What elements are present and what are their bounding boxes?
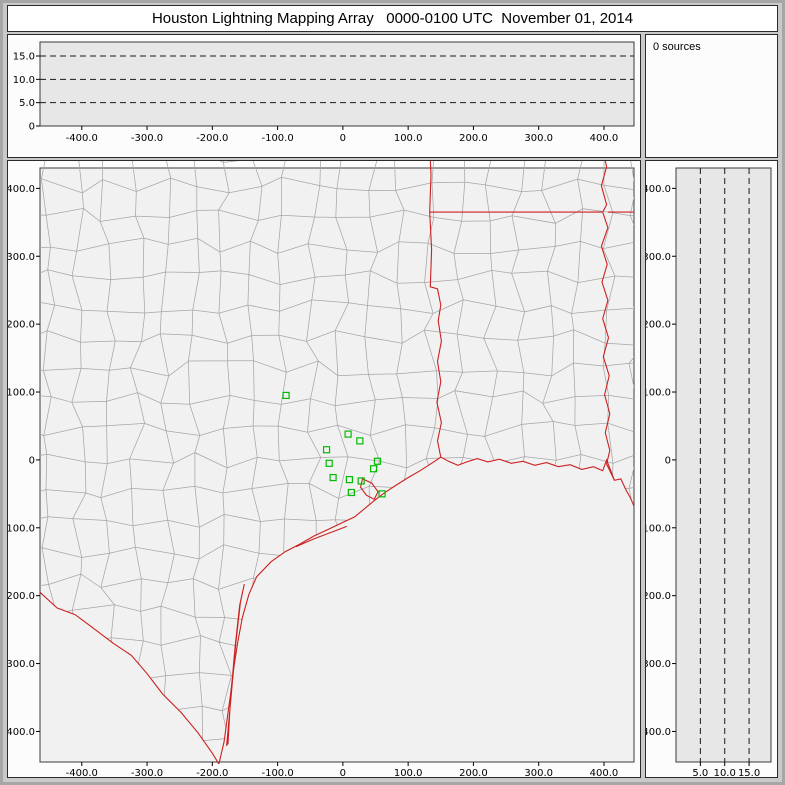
station-marker (345, 475, 354, 484)
svg-text:0: 0 (665, 455, 671, 466)
svg-text:-100.0: -100.0 (8, 523, 35, 534)
tx-la-border (429, 161, 442, 458)
matagorda-island (295, 525, 347, 548)
svg-text:-300.0: -300.0 (131, 768, 163, 777)
station-marker (282, 391, 290, 400)
svg-text:0: 0 (29, 122, 35, 133)
svg-text:-400.0: -400.0 (66, 768, 98, 777)
svg-text:-100.0: -100.0 (261, 133, 293, 144)
svg-text:-100.0: -100.0 (261, 768, 293, 777)
ew-altitude-chart[interactable]: 15.0 10.0 5.0 0 -400.0 -300.0 -200.0 -100.0 0 100… (8, 35, 640, 157)
plan-view-map[interactable]: -400.0 -300.0 -200.0 -100.0 0 100.0 200.0 300.0… (8, 161, 640, 777)
svg-text:100.0: 100.0 (394, 133, 423, 144)
svg-text:15.0: 15.0 (738, 768, 760, 777)
station-markers (282, 391, 386, 498)
station-marker (329, 473, 337, 482)
svg-text:5.0: 5.0 (692, 768, 708, 777)
svg-text:-300.0: -300.0 (131, 133, 163, 144)
ns-plot-area (675, 167, 772, 763)
coastline (218, 456, 635, 765)
station-marker (373, 457, 382, 465)
station-marker (347, 488, 355, 497)
station-marker (322, 446, 331, 454)
svg-text:300.0: 300.0 (8, 252, 35, 263)
svg-text:400.0: 400.0 (646, 184, 671, 195)
svg-text:400.0: 400.0 (590, 133, 619, 144)
ns-altitude-chart[interactable]: 5.0 10.015.0 400.0 300.0 200.0 100.0 0 -100.0 -2… (646, 161, 777, 777)
ew-altitude-panel: 15.0 10.0 5.0 0 -400.0 -300.0 -200.0 -100.0 0 100… (7, 34, 641, 158)
svg-text:200.0: 200.0 (459, 768, 488, 777)
svg-text:5.0: 5.0 (19, 98, 35, 109)
svg-text:300.0: 300.0 (646, 252, 671, 263)
station-marker (344, 430, 352, 438)
svg-text:10.0: 10.0 (13, 75, 35, 86)
svg-text:200.0: 200.0 (8, 320, 35, 331)
sources-count-panel: 0 sources (645, 34, 778, 158)
svg-text:-300.0: -300.0 (646, 659, 671, 670)
plan-view-panel: -400.0 -300.0 -200.0 -100.0 0 100.0 200.0 300.0… (7, 160, 641, 778)
svg-text:15.0: 15.0 (13, 52, 35, 63)
svg-text:-400.0: -400.0 (646, 727, 671, 738)
svg-text:-200.0: -200.0 (646, 591, 671, 602)
ew-plot-area (39, 41, 635, 127)
svg-text:100.0: 100.0 (8, 388, 35, 399)
station-marker (369, 465, 378, 473)
ns-altitude-panel: 5.0 10.015.0 400.0 300.0 200.0 100.0 0 -100.0 -2… (645, 160, 778, 778)
svg-text:-100.0: -100.0 (646, 523, 671, 534)
svg-text:300.0: 300.0 (524, 133, 553, 144)
mississippi-river (600, 161, 615, 481)
svg-text:400.0: 400.0 (8, 184, 35, 195)
svg-text:-200.0: -200.0 (196, 768, 228, 777)
station-marker (356, 437, 364, 445)
station-marker (325, 459, 333, 467)
station-marker (357, 477, 365, 485)
state-borders (39, 161, 635, 765)
svg-text:-300.0: -300.0 (8, 659, 35, 670)
svg-text:400.0: 400.0 (590, 768, 619, 777)
source-count-label: 0 sources (653, 41, 701, 53)
station-marker (378, 490, 386, 498)
rio-grande (39, 591, 220, 765)
galveston-bay (359, 478, 379, 501)
svg-text:0: 0 (340, 133, 346, 144)
svg-text:200.0: 200.0 (646, 320, 671, 331)
svg-text:-200.0: -200.0 (8, 591, 35, 602)
svg-text:0: 0 (29, 455, 35, 466)
svg-text:0: 0 (340, 768, 346, 777)
svg-text:100.0: 100.0 (394, 768, 423, 777)
title-bar: Houston Lightning Mapping Array 0000-010… (7, 5, 778, 32)
svg-text:-400.0: -400.0 (66, 133, 98, 144)
map-plot-area (39, 167, 635, 763)
svg-text:-400.0: -400.0 (8, 727, 35, 738)
svg-text:-200.0: -200.0 (196, 133, 228, 144)
svg-text:100.0: 100.0 (646, 388, 671, 399)
svg-text:300.0: 300.0 (524, 768, 553, 777)
svg-text:10.0: 10.0 (714, 768, 736, 777)
svg-text:200.0: 200.0 (459, 133, 488, 144)
window-title: Houston Lightning Mapping Array 0000-010… (151, 10, 634, 27)
padre-island (226, 583, 245, 747)
